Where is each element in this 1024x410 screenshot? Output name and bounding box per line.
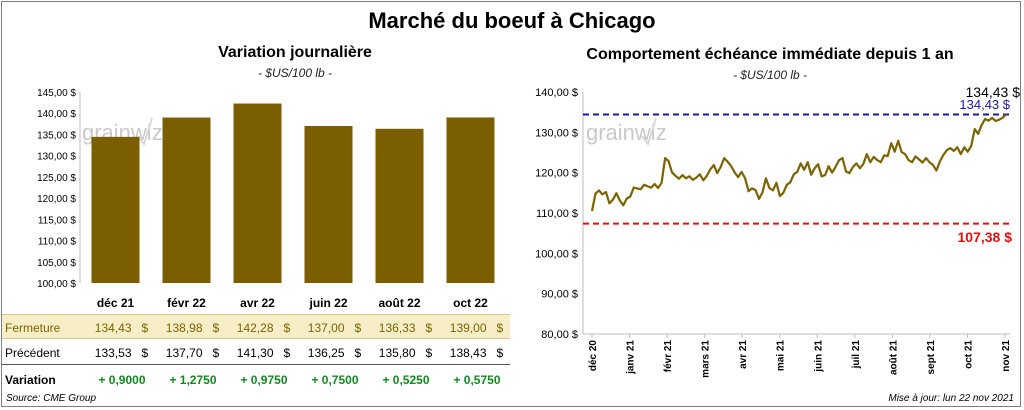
line-chart-subtitle: - $US/100 lb - (732, 68, 808, 82)
line-y-tick-label: 80,00 $ (541, 329, 578, 341)
line-x-tick-label: déc 20 (588, 340, 599, 372)
table-cell-unit: $ (212, 321, 220, 335)
line-x-tick-label: sept 21 (926, 340, 937, 375)
bar-y-tick-label: 145,00 $ (37, 88, 76, 99)
table-cell-unit: $ (141, 346, 149, 360)
table-cell: 137,70 (165, 346, 203, 360)
bar (304, 125, 353, 283)
table-cell-unit: $ (496, 346, 504, 360)
line-x-tick-label: juil 21 (851, 340, 862, 370)
bar-y-tick-label: 120,00 $ (37, 194, 76, 205)
bar-category-label: févr 22 (167, 296, 206, 310)
line-y-tick-label: 130,00 $ (535, 127, 578, 139)
bar-y-tick-label: 100,00 $ (37, 279, 76, 290)
table-row-variation: Variation + 0,9000 + 1,2750 + 0,9750 + 0,75… (2, 367, 510, 392)
table-cell: + 0,5750 (453, 373, 501, 387)
line-x-tick-label: mars 21 (701, 340, 712, 378)
table-cell: 137,00 (307, 321, 345, 335)
line-x-tick-label: mai 21 (776, 340, 787, 372)
table-cell-unit: $ (354, 346, 362, 360)
line-x-tick-label: nov 21 (1001, 340, 1012, 372)
table-cell: 138,98 (165, 321, 203, 335)
current-value-label: 134,43 $ (966, 84, 1021, 100)
table-cell: 139,00 (449, 321, 487, 335)
high-value-label: 134,43 $ (959, 97, 1010, 112)
bar-category-label: avr 22 (240, 296, 275, 310)
table-row-fermeture: Fermeture 134,43 $138,98 $142,28 $137,00 $13… (2, 314, 510, 339)
line-x-tick-label: juin 21 (813, 340, 824, 373)
line-y-tick-label: 90,00 $ (541, 289, 578, 301)
bar-y-tick-label: 135,00 $ (37, 130, 76, 141)
table-cell: + 0,9000 (98, 373, 146, 387)
low-value-label: 107,38 $ (958, 229, 1013, 245)
row-label-variation: Variation (5, 373, 56, 387)
bar-category-label: déc 21 (97, 296, 135, 310)
row-label-precedent: Précédent (5, 346, 60, 360)
source-note: Source: CME Group (6, 393, 97, 404)
bar-chart-title: Variation journalière (218, 44, 372, 61)
table-cell: 141,30 (236, 346, 274, 360)
table-cell: 135,80 (378, 346, 416, 360)
line-x-tick-label: avr 21 (738, 340, 749, 369)
bar (375, 128, 424, 283)
table-cell-unit: $ (283, 321, 291, 335)
table-cell-unit: $ (496, 321, 504, 335)
main-title: Marché du boeuf à Chicago (368, 8, 656, 33)
bar-y-tick-label: 105,00 $ (37, 258, 76, 269)
line-y-tick-label: 110,00 $ (536, 208, 578, 220)
table-cell-unit: $ (425, 321, 433, 335)
bar-y-tick-label: 130,00 $ (37, 152, 76, 163)
bar-chart: 100,00 $ 105,00 $ 110,00 $ 115,00 $ 120,00 $… (37, 88, 495, 310)
bar-category-label: août 22 (378, 296, 420, 310)
bar (233, 103, 282, 283)
line-x-tick-label: févr 21 (663, 340, 674, 373)
table-cell: + 0,7500 (311, 373, 359, 387)
table-cell: 142,28 (236, 321, 274, 335)
update-note: Mise à jour: lun 22 nov 2021 (888, 393, 1014, 404)
table-cell-unit: $ (425, 346, 433, 360)
row-label-fermeture: Fermeture (5, 321, 61, 335)
bar-y-tick-label: 140,00 $ (37, 109, 76, 120)
bar-category-label: juin 22 (308, 296, 347, 310)
table-row-precedent: Précédent 133,53 $137,70 $141,30 $136,25 $13… (2, 340, 510, 365)
table-cell: + 0,9750 (240, 373, 288, 387)
bar (162, 117, 211, 284)
watermark-check (641, 117, 657, 147)
bar-y-tick-label: 110,00 $ (38, 237, 77, 248)
price-series-line (590, 113, 1007, 212)
watermark-check (137, 117, 153, 147)
table-cell: + 1,2750 (169, 373, 217, 387)
bar (446, 117, 495, 283)
line-y-tick-label: 100,00 $ (535, 248, 578, 260)
line-chart-title: Comportement échéance immédiate depuis 1… (586, 46, 954, 63)
line-x-tick-label: août 21 (888, 340, 899, 375)
line-y-tick-label: 120,00 $ (535, 168, 578, 180)
line-x-tick-label: oct 21 (963, 340, 974, 369)
line-y-tick-label: 140,00 $ (535, 87, 578, 99)
bar-y-tick-label: 125,00 $ (37, 173, 76, 184)
bar-category-label: oct 22 (453, 296, 488, 310)
bar-y-tick-label: 115,00 $ (38, 215, 77, 226)
table-cell: + 0,5250 (382, 373, 430, 387)
line-x-tick-label: janv 21 (626, 340, 637, 375)
bar (91, 136, 140, 283)
table-cell: 138,43 (449, 346, 487, 360)
table-cell: 134,43 (94, 321, 132, 335)
table-cell: 136,25 (307, 346, 345, 360)
table-cell-unit: $ (354, 321, 362, 335)
table-cell-unit: $ (283, 346, 291, 360)
table-cell-unit: $ (212, 346, 220, 360)
bar-chart-subtitle: - $US/100 lb - (257, 66, 333, 80)
table-cell: 133,53 (94, 346, 132, 360)
table-cell: 136,33 (378, 321, 416, 335)
table-cell-unit: $ (141, 321, 149, 335)
